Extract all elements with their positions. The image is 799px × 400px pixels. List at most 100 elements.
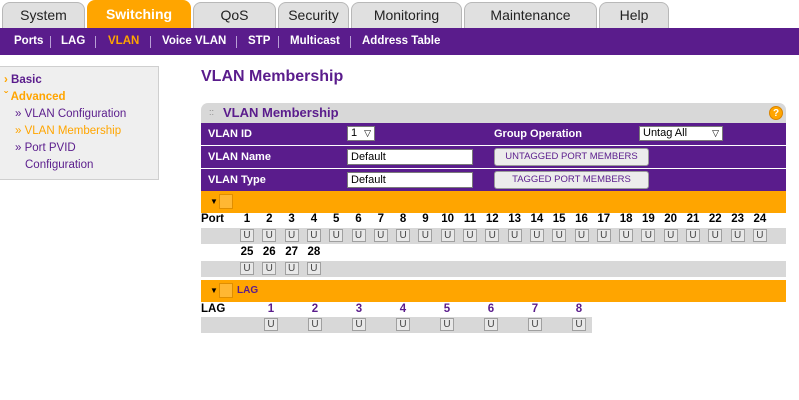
lag-membership-toggle[interactable]: U: [484, 318, 498, 331]
tab-maintenance[interactable]: Maintenance: [464, 2, 597, 28]
lag-number: 5: [443, 303, 451, 315]
lag-number: 8: [575, 303, 583, 315]
menu-expand-icon: ˇ: [4, 91, 8, 103]
subnav-multicast[interactable]: Multicast: [290, 35, 340, 47]
port-membership-toggle[interactable]: U: [440, 229, 455, 242]
port-membership-toggle[interactable]: U: [463, 229, 477, 242]
section-toggle[interactable]: [219, 194, 233, 209]
port-membership-toggle[interactable]: U: [329, 229, 344, 242]
lag-membership-toggle[interactable]: U: [572, 318, 586, 331]
lag-membership-toggle[interactable]: U: [440, 318, 454, 331]
port-membership-toggle[interactable]: U: [596, 229, 611, 242]
port-membership-toggle[interactable]: U: [641, 229, 656, 242]
port-number: 8: [399, 213, 407, 225]
port-membership-toggle[interactable]: U: [418, 229, 433, 242]
port-number: 14: [530, 213, 544, 225]
port-membership-toggle[interactable]: U: [529, 229, 544, 242]
lag-membership-toggle[interactable]: U: [396, 318, 410, 331]
port-membership-toggle[interactable]: U: [485, 229, 500, 242]
lag-membership-toggle[interactable]: U: [528, 318, 542, 331]
port-membership-toggle[interactable]: U: [507, 229, 522, 242]
port-membership-toggle[interactable]: U: [284, 229, 299, 242]
menu-advanced[interactable]: ˇ Advanced: [4, 91, 66, 103]
subnav-separator: [236, 36, 237, 48]
help-icon[interactable]: ?: [769, 106, 783, 120]
port-number: 15: [552, 213, 566, 225]
tab-help[interactable]: Help: [599, 2, 669, 28]
vlan-type-label: VLAN Type: [208, 174, 266, 186]
tab-security[interactable]: Security: [278, 2, 349, 28]
port-membership-toggle[interactable]: U: [708, 229, 723, 242]
vlan-id-value: 1: [351, 127, 358, 139]
subnav-lag[interactable]: LAG: [61, 35, 86, 47]
panel-title: VLAN Membership: [223, 105, 339, 120]
menu-port-pvid[interactable]: » Port PVID: [15, 142, 76, 154]
port-membership-toggle[interactable]: U: [686, 229, 700, 242]
vlan-name-row: VLAN Name Default UNTAGGED PORT MEMBERS: [201, 146, 786, 168]
vlan-name-field[interactable]: Default: [347, 149, 473, 165]
lag-membership-toggle[interactable]: U: [352, 318, 366, 331]
menu-port-pvid-configuration[interactable]: Configuration: [25, 159, 94, 171]
group-operation-select[interactable]: Untag All ▽: [639, 126, 723, 141]
port-membership-toggle[interactable]: U: [396, 229, 411, 242]
menu-basic[interactable]: › Basic: [4, 74, 42, 86]
port-number: 10: [441, 213, 455, 225]
port-number: 23: [731, 213, 744, 225]
port-number: 20: [664, 213, 678, 225]
tab-switching[interactable]: Switching: [87, 0, 191, 28]
port-number: 5: [332, 213, 340, 225]
port-number: 6: [355, 213, 362, 225]
port-membership-toggle[interactable]: U: [306, 229, 321, 242]
left-menu: › Basic ˇ Advanced » VLAN Configuration …: [0, 66, 159, 180]
untagged-port-members-button[interactable]: UNTAGGED PORT MEMBERS: [494, 148, 649, 166]
port-number: 22: [708, 213, 722, 225]
tab-monitoring[interactable]: Monitoring: [351, 2, 462, 28]
chevron-down-icon: ▽: [712, 128, 719, 138]
port-membership-toggle[interactable]: U: [373, 229, 388, 242]
lag-label: LAG: [201, 303, 226, 315]
port-number: 2: [266, 213, 273, 225]
port-membership-toggle[interactable]: U: [240, 262, 254, 275]
subnav-vlan[interactable]: VLAN: [108, 35, 140, 47]
port-membership-toggle[interactable]: U: [752, 229, 767, 242]
port-number: 18: [619, 213, 633, 225]
lag-membership-toggle[interactable]: U: [308, 318, 322, 331]
subnav-separator: [95, 36, 96, 48]
lag-number: 4: [399, 303, 407, 315]
page-title: VLAN Membership: [201, 68, 344, 85]
port-membership-toggle[interactable]: U: [619, 229, 634, 242]
port-number: 3: [288, 213, 295, 225]
lag-number: 1: [267, 303, 275, 315]
port-number: 13: [508, 213, 521, 225]
port-membership-toggle[interactable]: U: [351, 229, 366, 242]
subnav-ports[interactable]: Ports: [14, 35, 44, 47]
lag-membership-toggle[interactable]: U: [264, 318, 278, 331]
tab-system[interactable]: System: [2, 2, 85, 28]
port-membership-toggle[interactable]: U: [306, 262, 321, 275]
menu-vlan-membership[interactable]: » VLAN Membership: [15, 125, 122, 137]
subnav-address-table[interactable]: Address Table: [362, 35, 441, 47]
subnav-stp[interactable]: STP: [248, 35, 271, 47]
port-number: 27: [285, 246, 298, 258]
collapse-arrow-icon[interactable]: ▼: [210, 286, 218, 295]
tagged-port-members-button[interactable]: TAGGED PORT MEMBERS: [494, 171, 649, 189]
menu-basic-label: Basic: [11, 74, 42, 86]
port-number: 11: [463, 213, 477, 225]
subnav-voice-vlan[interactable]: Voice VLAN: [162, 35, 227, 47]
port-membership-toggle[interactable]: U: [262, 229, 277, 242]
vlan-id-select[interactable]: 1 ▽: [347, 126, 375, 141]
menu-vlan-configuration[interactable]: » VLAN Configuration: [15, 108, 127, 120]
port-membership-toggle[interactable]: U: [574, 229, 589, 242]
port-number: 21: [686, 213, 700, 225]
port-membership-toggle[interactable]: U: [730, 229, 745, 242]
tab-qos[interactable]: QoS: [193, 2, 276, 28]
collapse-arrow-icon[interactable]: ▼: [210, 197, 218, 206]
section-toggle[interactable]: [219, 283, 233, 298]
port-number: 25: [240, 246, 254, 258]
port-membership-toggle[interactable]: U: [284, 262, 299, 275]
port-membership-toggle[interactable]: U: [552, 229, 567, 242]
subnav-separator: [350, 36, 351, 48]
port-membership-toggle[interactable]: U: [240, 229, 254, 242]
port-membership-toggle[interactable]: U: [663, 229, 678, 242]
port-membership-toggle[interactable]: U: [262, 262, 277, 275]
